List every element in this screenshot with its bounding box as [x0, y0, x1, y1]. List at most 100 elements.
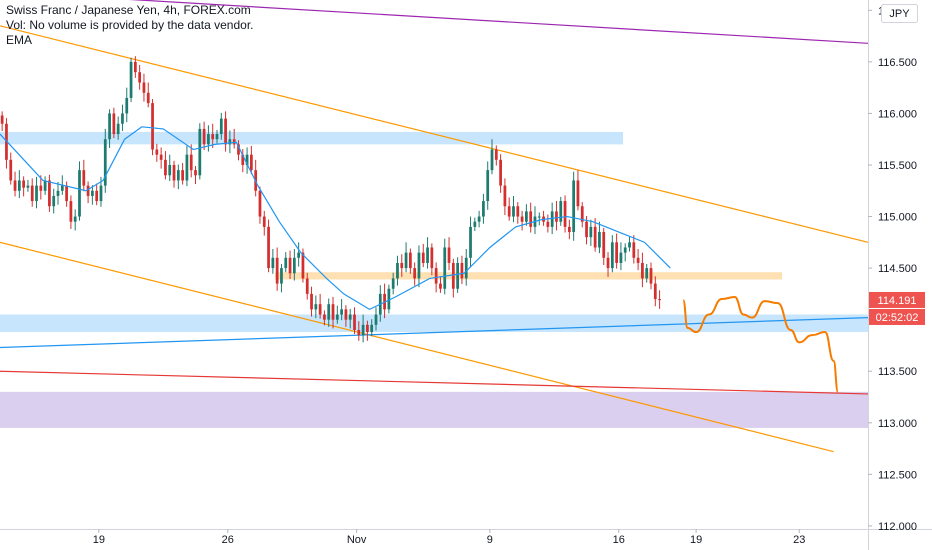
candle-body — [232, 139, 236, 145]
candle-body — [555, 211, 558, 222]
candle-body — [408, 252, 412, 269]
candle-body — [56, 190, 60, 196]
y-tick-label: 116.000 — [878, 108, 917, 120]
candle-body — [207, 134, 210, 145]
candle-body — [387, 288, 391, 310]
candle-body — [473, 221, 477, 227]
candle-body — [159, 154, 163, 160]
trend-line-2 — [0, 241, 834, 453]
candle-body — [477, 216, 481, 222]
candle-body — [284, 257, 288, 269]
candle-body — [262, 216, 266, 227]
last-price-tag: 114.191 02:52:02 — [869, 291, 925, 325]
candle-body — [537, 216, 541, 218]
candle-body — [335, 314, 339, 320]
volume-note: Vol: No volume is provided by the data v… — [6, 18, 254, 32]
candle-body — [271, 257, 275, 269]
candle-body — [550, 211, 554, 227]
time-axis[interactable]: 19 26 Nov 9 16 19 23 — [93, 529, 806, 546]
candle-body — [374, 314, 378, 325]
candle-body — [628, 242, 631, 248]
candle-body — [241, 154, 245, 165]
candle-body — [413, 268, 417, 279]
candle-body — [189, 154, 193, 171]
candle-body — [451, 262, 455, 289]
candle-body — [0, 115, 4, 124]
candle-body — [658, 299, 661, 301]
candle-body — [499, 159, 502, 186]
candle-body — [357, 329, 361, 336]
candle-body — [361, 324, 365, 336]
currency-button[interactable]: JPY — [881, 4, 918, 23]
candle-body — [194, 170, 197, 176]
trend-line-3 — [0, 317, 869, 349]
candle-body — [430, 247, 434, 269]
last-price-label: 114.191 — [878, 295, 917, 307]
candle-body — [649, 268, 653, 284]
y-tick-label: 116.500 — [878, 57, 917, 69]
candle-body — [202, 128, 206, 145]
candle-body — [13, 180, 17, 191]
candle-body — [641, 262, 644, 279]
x-tick-label: 19 — [93, 534, 105, 546]
candle-body — [35, 185, 38, 202]
candle-body — [26, 185, 30, 188]
candle-body — [606, 257, 610, 269]
candle-body — [69, 201, 73, 222]
candle-body — [593, 226, 597, 248]
candle-body — [168, 164, 172, 176]
candle-body — [507, 206, 511, 217]
candle-body — [598, 232, 601, 248]
chart-title[interactable]: Swiss Franc / Japanese Yen, 4h, FOREX.co… — [6, 3, 251, 17]
candle-body — [146, 92, 150, 104]
candle-body — [460, 262, 464, 279]
candle-body — [348, 314, 352, 320]
candle-body — [490, 149, 494, 171]
projection-layer — [682, 295, 839, 393]
candle-body — [447, 247, 451, 263]
candle-body — [151, 103, 154, 150]
candle-body — [439, 283, 442, 289]
candle-body — [103, 139, 107, 186]
candle-body — [615, 242, 618, 263]
candle-body — [275, 257, 279, 284]
candle-body — [250, 154, 253, 171]
candle-body — [198, 128, 202, 176]
candle-body — [211, 134, 215, 140]
candle-body — [400, 262, 404, 269]
candle-body — [314, 304, 318, 310]
candle-body — [181, 170, 184, 181]
candle-body — [258, 190, 262, 217]
y-tick-label: 114.500 — [878, 263, 917, 275]
candle-body — [482, 201, 485, 217]
countdown-label: 02:52:02 — [876, 312, 919, 324]
candle-body — [65, 185, 68, 202]
candle-body — [340, 309, 343, 315]
candle-body — [297, 252, 301, 258]
candle-body — [142, 82, 146, 93]
candle-body — [60, 185, 64, 191]
x-tick-label: 19 — [690, 534, 702, 546]
x-tick-label: Nov — [347, 534, 367, 546]
candle-body — [585, 221, 588, 238]
candle-body — [512, 206, 515, 217]
ema-indicator-label[interactable]: EMA — [6, 33, 33, 47]
candle-body — [121, 113, 124, 124]
zones-layer — [0, 131, 868, 428]
candle-body — [318, 304, 322, 315]
candle-body — [116, 123, 120, 135]
candle-body — [133, 61, 137, 73]
candle-body — [370, 324, 374, 333]
candle-body — [525, 211, 528, 222]
x-tick-label: 23 — [793, 534, 805, 546]
candle-body — [52, 195, 56, 207]
candle-body — [30, 185, 34, 202]
currency-label: JPY — [889, 8, 910, 20]
candle-body — [396, 262, 399, 279]
candle-body — [288, 257, 292, 274]
candle-body — [426, 247, 429, 263]
candle-body — [305, 278, 309, 294]
candle-body — [404, 252, 408, 269]
